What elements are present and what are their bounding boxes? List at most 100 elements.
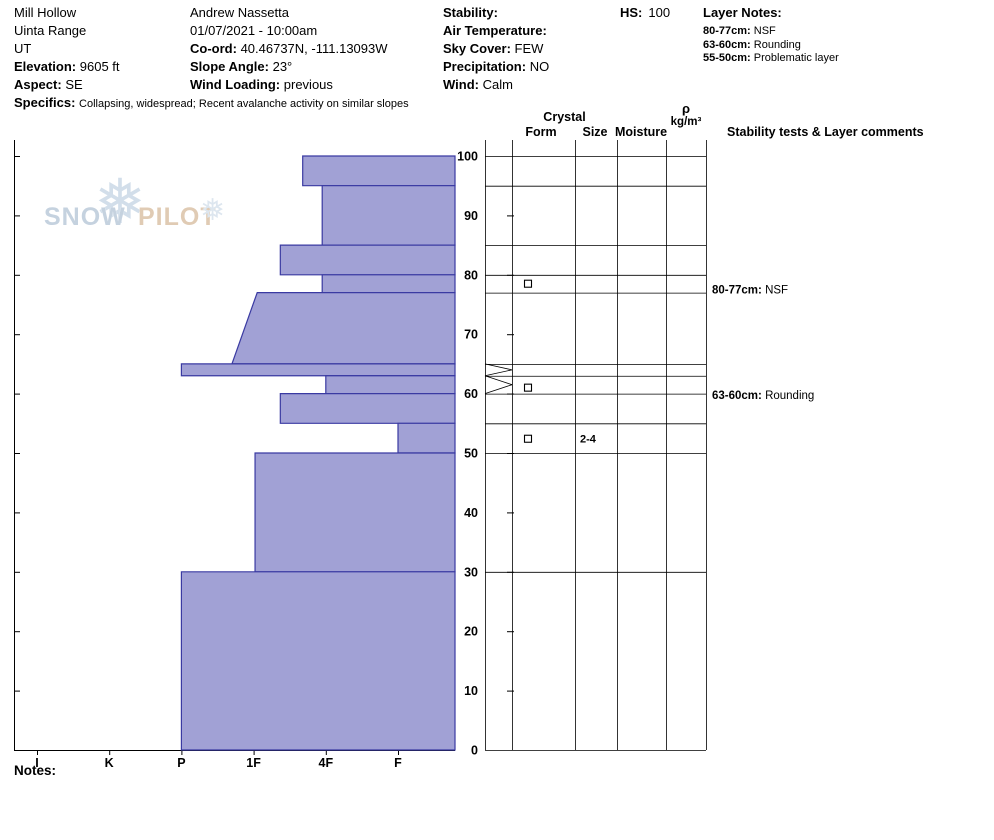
snow-layer-bar	[321, 274, 456, 294]
grain-form-symbol	[523, 383, 533, 392]
elevation-label: Elevation:	[14, 59, 77, 74]
depth-label: 100	[457, 150, 478, 164]
layer-note-range: 80-77cm:	[703, 25, 751, 37]
precipitation-value: NO	[529, 59, 550, 74]
layer-comment: 80-77cm: NSF	[712, 285, 788, 297]
specifics-label: Specifics:	[14, 95, 76, 110]
depth-label: 40	[464, 506, 478, 520]
snow-layer-bar	[254, 452, 456, 573]
density-units-header: kg/m³	[670, 116, 702, 128]
coordinates-label: Co-ord:	[190, 41, 237, 56]
snow-layer-bar	[397, 422, 456, 454]
hardness-label: 1F	[246, 756, 261, 770]
layer-note-range: 55-50cm:	[703, 52, 751, 64]
layer-note: 63-60cm: Rounding	[703, 39, 839, 53]
conditions-column: Stability: Air Temperature: Sky Cover: F…	[443, 4, 549, 94]
snow-layer-bar	[180, 571, 456, 751]
watermark-word-snow: SNOW	[44, 203, 126, 231]
hardness-label: F	[394, 756, 402, 770]
specifics-row: Specifics: Collapsing, widespread; Recen…	[14, 94, 409, 113]
wind-loading-label: Wind Loading:	[190, 77, 281, 92]
precipitation: Precipitation: NO	[443, 58, 549, 76]
depth-label: 70	[464, 328, 478, 342]
layer-note-text: Problematic layer	[753, 52, 839, 64]
sky-cover: Sky Cover: FEW	[443, 40, 549, 58]
observer-info-column: Andrew Nassetta 01/07/2021 - 10:00am Co-…	[190, 4, 388, 94]
snow-layer-bar	[302, 155, 456, 187]
wind-loading: Wind Loading: previous	[190, 76, 388, 94]
depth-label: 0	[471, 744, 478, 758]
snow-layer-bar	[180, 363, 456, 377]
hardness-label: P	[177, 756, 185, 770]
observation-datetime: 01/07/2021 - 10:00am	[190, 23, 318, 38]
moisture-header: Moisture	[615, 125, 668, 139]
stability: Stability:	[443, 4, 549, 22]
stability-label: Stability:	[443, 5, 498, 20]
sky-cover-value: FEW	[514, 41, 544, 56]
grain-size-value: 2-4	[580, 434, 597, 446]
depth-label: 80	[464, 268, 478, 282]
coordinates: Co-ord: 40.46737N, -111.13093W	[190, 40, 388, 58]
snow-layer-bar	[325, 375, 456, 395]
watermark-word-pilot: PILOT	[138, 203, 217, 231]
hardness-label: K	[105, 756, 114, 770]
air-temperature: Air Temperature:	[443, 22, 549, 40]
layer-note: 55-50cm: Problematic layer	[703, 52, 839, 66]
crystal-header: Crystal	[543, 110, 586, 124]
aspect-value: SE	[65, 77, 83, 92]
snowflake-icon: ❅	[94, 168, 146, 237]
form-header: Form	[525, 125, 557, 139]
wind: Wind: Calm	[443, 76, 549, 94]
snowflake-icon: ❅	[200, 194, 226, 227]
density-symbol-header: ρ	[681, 101, 691, 116]
coordinates-value: 40.46737N, -111.13093W	[240, 41, 388, 56]
thin-layer-marker	[484, 375, 513, 386]
snow-layer-bar	[321, 185, 456, 246]
precipitation-label: Precipitation:	[443, 59, 527, 74]
slope-angle: Slope Angle: 23°	[190, 58, 388, 76]
thin-layer-marker	[484, 369, 513, 377]
grain-form-symbol	[523, 434, 533, 443]
site-state: UT	[14, 41, 32, 56]
snow-layer-bar	[279, 244, 456, 276]
size-header: Size	[582, 125, 608, 139]
layer-note-text: Rounding	[753, 38, 801, 51]
snow-layer-bar	[279, 393, 456, 424]
slope-angle-label: Slope Angle:	[190, 59, 269, 74]
hs-value: 100	[648, 5, 671, 20]
grain-form-symbol	[523, 279, 533, 288]
layer-comment: 63-60cm: Rounding	[712, 390, 814, 402]
wind-loading-value: previous	[283, 77, 333, 92]
thin-layer-marker	[484, 384, 513, 394]
hardness-label: 4F	[319, 756, 334, 770]
layer-note: 80-77cm: NSF	[703, 25, 839, 39]
sky-cover-label: Sky Cover:	[443, 41, 511, 56]
air-temperature-label: Air Temperature:	[443, 23, 547, 38]
aspect-label: Aspect:	[14, 77, 62, 92]
specifics-value: Collapsing, widespread; Recent avalanche…	[79, 98, 409, 110]
depth-label: 50	[464, 447, 478, 461]
hs-label: HS:	[620, 5, 643, 20]
site-name: Mill Hollow	[14, 5, 77, 20]
layer-notes-column: Layer Notes: 80-77cm: NSF 63-60cm: Round…	[703, 4, 839, 66]
depth-label: 60	[464, 387, 478, 401]
notes-label: Notes:	[14, 763, 57, 778]
wind-value: Calm	[482, 77, 513, 92]
snow-layer-bar	[231, 292, 456, 365]
snowpilot-watermark: ❅ SNOW PILOT ❅	[42, 172, 242, 252]
wind-label: Wind:	[443, 77, 479, 92]
elevation-value: 9605 ft	[79, 59, 120, 74]
depth-label: 10	[464, 684, 478, 698]
site-info-column: Mill Hollow Uinta Range UT Elevation: 96…	[14, 4, 120, 94]
comments-header: Stability tests & Layer comments	[727, 125, 924, 139]
depth-label: 20	[464, 625, 478, 639]
site-elevation: Elevation: 9605 ft	[14, 58, 120, 76]
layer-note-text: NSF	[753, 25, 776, 37]
observer-name: Andrew Nassetta	[190, 5, 289, 20]
slope-angle-value: 23°	[272, 59, 293, 74]
layer-note-range: 63-60cm:	[703, 38, 751, 51]
layer-notes-title: Layer Notes:	[703, 5, 782, 20]
snow-height: HS: 100	[620, 4, 670, 22]
site-aspect: Aspect: SE	[14, 76, 120, 94]
site-range: Uinta Range	[14, 23, 87, 38]
